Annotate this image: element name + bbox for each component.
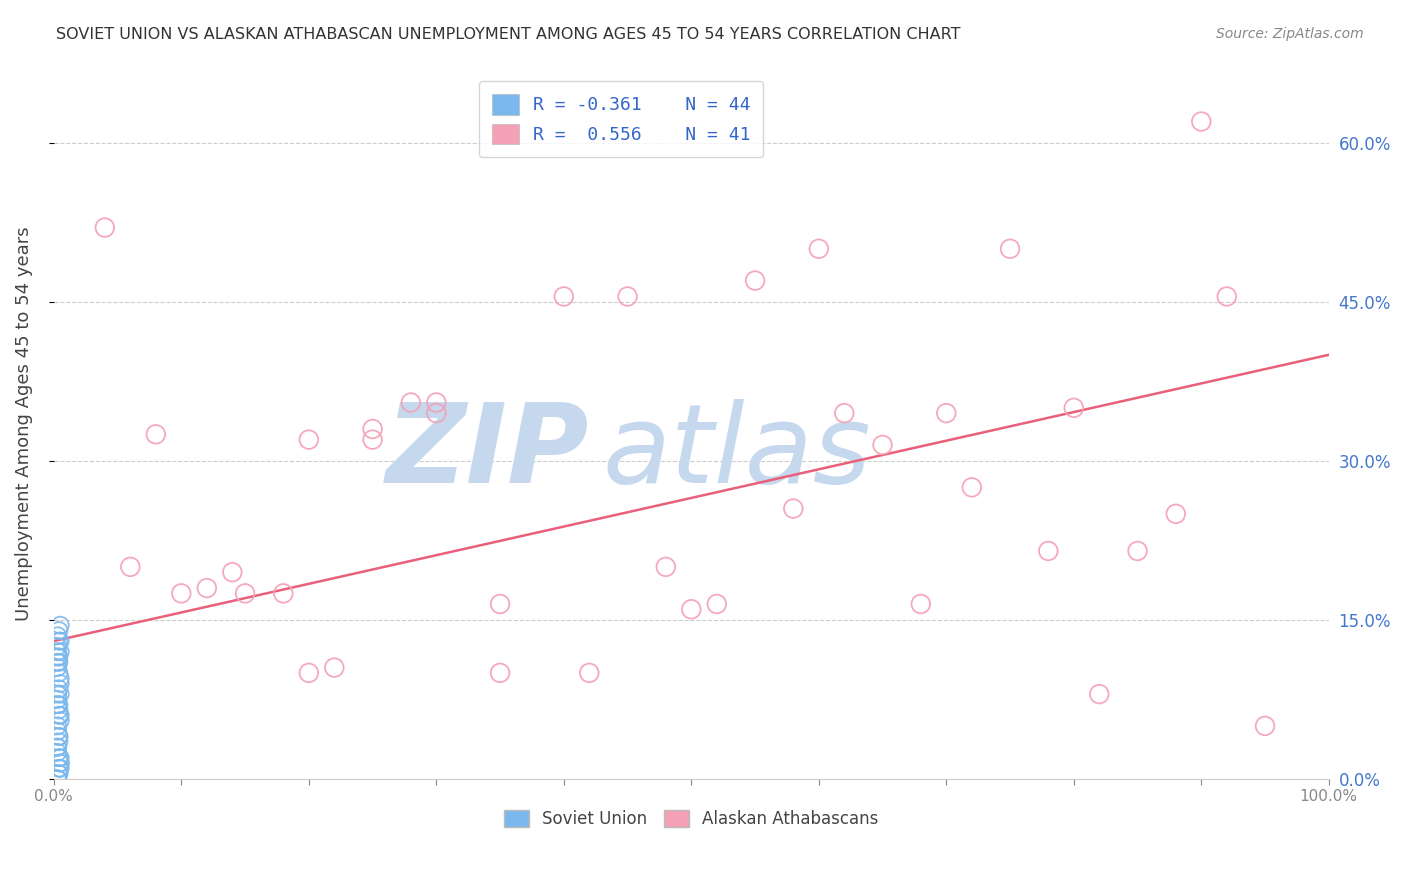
Point bbox=[935, 406, 957, 420]
Point bbox=[1063, 401, 1085, 415]
Point bbox=[49, 645, 72, 659]
Point bbox=[46, 645, 69, 659]
Point bbox=[744, 274, 766, 288]
Point bbox=[49, 634, 72, 648]
Point bbox=[1164, 507, 1187, 521]
Point bbox=[553, 289, 575, 303]
Text: Source: ZipAtlas.com: Source: ZipAtlas.com bbox=[1216, 27, 1364, 41]
Point bbox=[48, 730, 70, 744]
Point bbox=[48, 766, 70, 780]
Point bbox=[46, 746, 69, 760]
Text: ZIP: ZIP bbox=[385, 399, 589, 506]
Point bbox=[425, 406, 447, 420]
Point bbox=[655, 559, 678, 574]
Point bbox=[323, 660, 346, 674]
Point bbox=[910, 597, 932, 611]
Point bbox=[706, 597, 728, 611]
Point bbox=[49, 676, 72, 690]
Point bbox=[872, 438, 894, 452]
Point bbox=[1038, 544, 1060, 558]
Point bbox=[1189, 114, 1212, 128]
Point bbox=[46, 640, 69, 654]
Point bbox=[298, 433, 321, 447]
Point bbox=[681, 602, 703, 616]
Point bbox=[998, 242, 1021, 256]
Point bbox=[49, 618, 72, 632]
Legend: Soviet Union, Alaskan Athabascans: Soviet Union, Alaskan Athabascans bbox=[498, 803, 886, 835]
Point bbox=[49, 756, 72, 770]
Point bbox=[49, 750, 72, 764]
Point bbox=[48, 708, 70, 723]
Point bbox=[46, 772, 69, 786]
Point bbox=[273, 586, 295, 600]
Point bbox=[48, 703, 70, 717]
Point bbox=[46, 692, 69, 706]
Point bbox=[578, 665, 600, 680]
Point bbox=[48, 750, 70, 764]
Point bbox=[46, 629, 69, 643]
Point bbox=[48, 730, 70, 744]
Point bbox=[1216, 289, 1239, 303]
Point bbox=[49, 708, 72, 723]
Point bbox=[48, 650, 70, 665]
Point bbox=[49, 756, 72, 770]
Point bbox=[49, 761, 72, 775]
Point bbox=[46, 655, 69, 669]
Point bbox=[489, 597, 512, 611]
Point bbox=[361, 433, 384, 447]
Point bbox=[170, 586, 193, 600]
Point bbox=[195, 581, 218, 595]
Point bbox=[46, 660, 69, 674]
Point bbox=[616, 289, 638, 303]
Point bbox=[298, 665, 321, 680]
Point bbox=[46, 698, 69, 712]
Point bbox=[49, 714, 72, 728]
Y-axis label: Unemployment Among Ages 45 to 54 years: Unemployment Among Ages 45 to 54 years bbox=[15, 227, 32, 621]
Point bbox=[832, 406, 855, 420]
Point bbox=[807, 242, 830, 256]
Point bbox=[46, 719, 69, 733]
Point bbox=[221, 565, 243, 579]
Point bbox=[120, 559, 142, 574]
Point bbox=[46, 772, 69, 786]
Text: SOVIET UNION VS ALASKAN ATHABASCAN UNEMPLOYMENT AMONG AGES 45 TO 54 YEARS CORREL: SOVIET UNION VS ALASKAN ATHABASCAN UNEMP… bbox=[56, 27, 960, 42]
Point bbox=[1088, 687, 1111, 701]
Point bbox=[46, 650, 69, 665]
Point bbox=[48, 681, 70, 696]
Point bbox=[489, 665, 512, 680]
Text: atlas: atlas bbox=[602, 399, 870, 506]
Point bbox=[48, 766, 70, 780]
Point bbox=[1126, 544, 1149, 558]
Point bbox=[48, 634, 70, 648]
Point bbox=[94, 220, 117, 235]
Point bbox=[782, 501, 804, 516]
Point bbox=[49, 671, 72, 685]
Point bbox=[48, 655, 70, 669]
Point bbox=[425, 395, 447, 409]
Point bbox=[361, 422, 384, 436]
Point bbox=[46, 740, 69, 755]
Point bbox=[48, 735, 70, 749]
Point bbox=[145, 427, 167, 442]
Point bbox=[233, 586, 256, 600]
Point bbox=[960, 480, 983, 494]
Point bbox=[399, 395, 422, 409]
Point bbox=[1254, 719, 1277, 733]
Point bbox=[46, 740, 69, 755]
Point bbox=[49, 687, 72, 701]
Point bbox=[48, 624, 70, 638]
Point bbox=[48, 698, 70, 712]
Point bbox=[46, 687, 69, 701]
Point bbox=[46, 724, 69, 739]
Point bbox=[48, 665, 70, 680]
Point bbox=[48, 761, 70, 775]
